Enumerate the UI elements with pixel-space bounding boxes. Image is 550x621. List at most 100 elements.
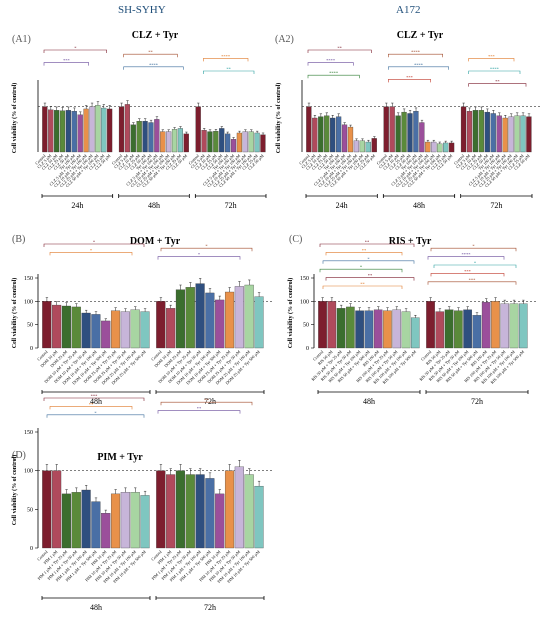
bar bbox=[312, 117, 318, 153]
significance-bracket bbox=[322, 260, 415, 264]
panel-label: (A1) bbox=[12, 34, 31, 45]
bar bbox=[166, 131, 172, 153]
group-label: 72h bbox=[204, 397, 216, 406]
bar bbox=[130, 492, 140, 549]
bar bbox=[443, 142, 449, 153]
panel-title: DOM + Tyr bbox=[130, 236, 181, 247]
significance-marker: *** bbox=[464, 269, 472, 274]
group-label: 24h bbox=[336, 201, 348, 210]
bar bbox=[215, 299, 225, 349]
significance-marker: * bbox=[205, 244, 208, 249]
bar bbox=[83, 108, 89, 153]
significance-marker: ** bbox=[226, 67, 231, 72]
bar bbox=[183, 133, 189, 153]
bar bbox=[120, 311, 130, 349]
bar bbox=[77, 114, 83, 153]
bar bbox=[383, 310, 392, 349]
bar bbox=[335, 116, 342, 153]
bar bbox=[110, 310, 121, 349]
bar bbox=[61, 305, 72, 349]
bar bbox=[101, 513, 111, 549]
significance-bracket bbox=[430, 273, 505, 277]
bar bbox=[383, 106, 389, 153]
group-label: 72h bbox=[490, 201, 502, 210]
panel-label: (C) bbox=[289, 234, 302, 245]
significance-bracket bbox=[307, 62, 354, 66]
bar bbox=[124, 104, 130, 153]
bar bbox=[207, 131, 213, 153]
significance-bracket bbox=[427, 281, 517, 285]
significance-marker: * bbox=[93, 240, 96, 245]
bar bbox=[341, 124, 348, 153]
bar bbox=[91, 314, 101, 349]
bar bbox=[205, 478, 215, 549]
bar bbox=[234, 286, 244, 349]
bar bbox=[224, 291, 235, 349]
bar bbox=[365, 141, 371, 153]
y-axis-label: Cell viability (% of control) bbox=[287, 278, 294, 349]
bar bbox=[496, 115, 502, 153]
bar bbox=[185, 474, 195, 549]
significance-bracket bbox=[123, 53, 178, 58]
y-tick-label: 150 bbox=[24, 276, 33, 282]
bar bbox=[514, 115, 520, 153]
significance-bracket bbox=[307, 49, 372, 53]
bar bbox=[71, 111, 77, 153]
significance-marker: *** bbox=[469, 277, 477, 282]
bar bbox=[52, 470, 62, 549]
bar bbox=[61, 493, 72, 549]
bar bbox=[81, 312, 91, 349]
significance-bracket bbox=[123, 66, 184, 70]
bar bbox=[491, 301, 500, 349]
y-tick-label: 50 bbox=[303, 323, 309, 329]
bar bbox=[407, 113, 413, 153]
significance-bracket bbox=[157, 256, 241, 260]
significance-bracket bbox=[388, 53, 443, 58]
significance-marker: **** bbox=[414, 62, 424, 67]
bar bbox=[118, 106, 125, 153]
bar bbox=[215, 493, 225, 549]
bar bbox=[234, 466, 244, 549]
group-label: 72h bbox=[204, 603, 216, 612]
significance-marker: **** bbox=[326, 58, 336, 63]
group-label: 48h bbox=[90, 397, 102, 406]
bar bbox=[120, 492, 130, 549]
significance-bracket bbox=[43, 62, 89, 66]
significance-marker: *** bbox=[488, 54, 496, 59]
significance-marker: **** bbox=[490, 67, 500, 72]
bar bbox=[48, 109, 54, 153]
bar bbox=[110, 493, 121, 549]
significance-bracket bbox=[43, 49, 107, 53]
bar bbox=[52, 304, 62, 349]
bar bbox=[71, 492, 81, 549]
significance-marker: ** bbox=[89, 402, 94, 407]
y-tick-label: 150 bbox=[300, 276, 309, 282]
bar bbox=[389, 106, 395, 153]
significance-bracket bbox=[430, 247, 517, 252]
significance-marker: *** bbox=[406, 75, 414, 80]
bar bbox=[518, 303, 528, 349]
significance-bracket bbox=[49, 252, 133, 256]
bar bbox=[154, 119, 160, 153]
bar bbox=[347, 126, 354, 153]
significance-marker: ** bbox=[360, 282, 365, 287]
significance-marker: * bbox=[90, 248, 93, 253]
y-tick-label: 150 bbox=[24, 430, 33, 436]
significance-marker: **** bbox=[462, 252, 472, 257]
bar bbox=[42, 106, 48, 153]
bar bbox=[435, 311, 445, 349]
significance-marker: **** bbox=[149, 62, 159, 67]
y-axis-label: Cell viability (% of control) bbox=[275, 83, 282, 154]
significance-marker: * bbox=[472, 244, 475, 249]
significance-bracket bbox=[388, 79, 431, 83]
bar bbox=[201, 130, 207, 153]
bar bbox=[472, 315, 482, 349]
y-tick-label: 0 bbox=[30, 346, 33, 352]
bar bbox=[156, 301, 166, 349]
bar bbox=[419, 122, 425, 153]
significance-bracket bbox=[157, 410, 241, 414]
bar bbox=[160, 131, 166, 153]
bar bbox=[484, 111, 490, 153]
significance-bracket bbox=[203, 58, 249, 62]
significance-bracket bbox=[203, 70, 255, 74]
